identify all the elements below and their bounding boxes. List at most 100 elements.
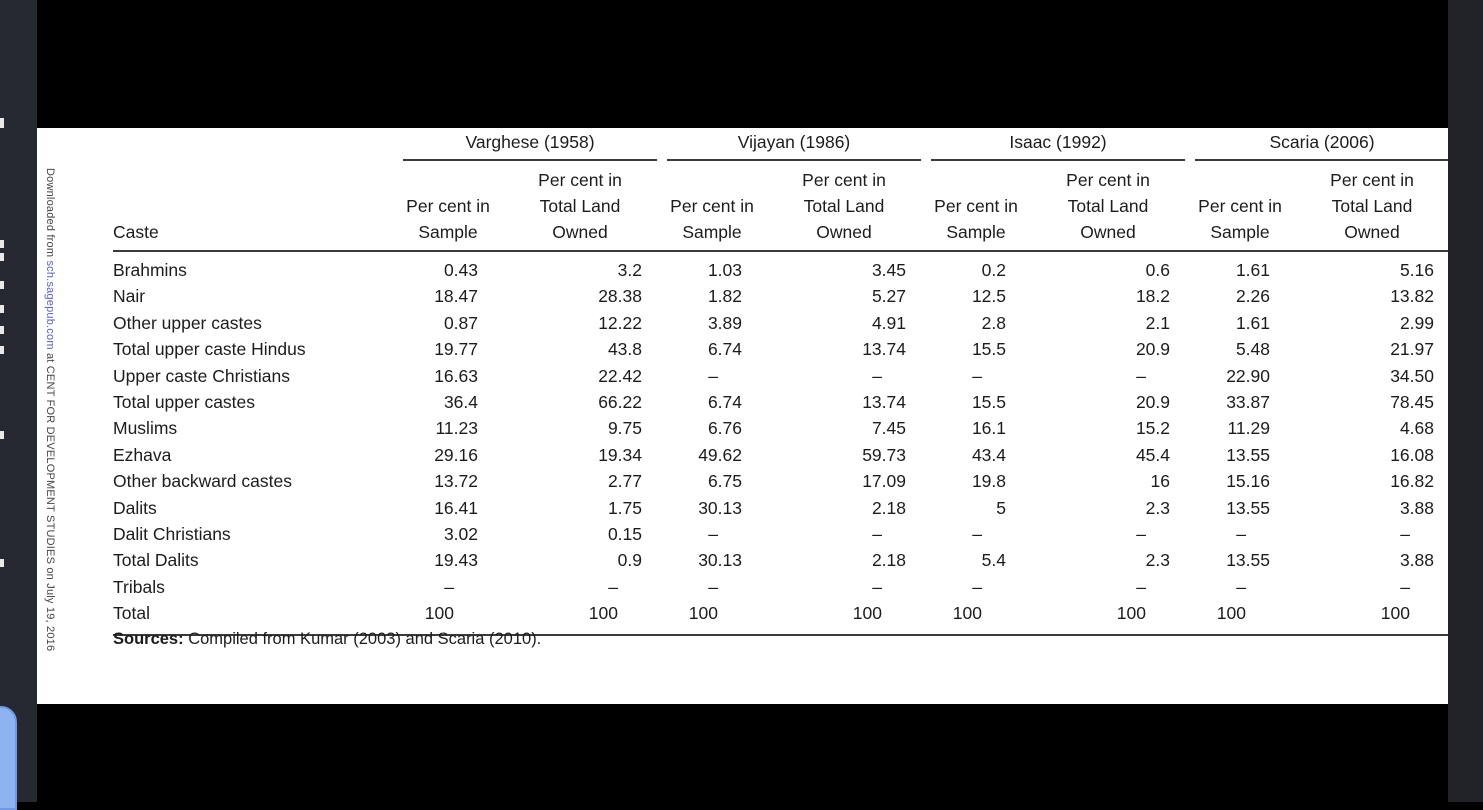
value-cell: 3.88 (1399, 497, 1434, 518)
edge-artifact (0, 253, 4, 261)
value-cell: 100 (1190, 600, 1290, 636)
value-cell: 2.3 (1145, 550, 1170, 571)
download-watermark: Downloaded from sch.sagepub.com at CENT … (43, 168, 56, 651)
table-row: Total 100 100 100 100 100 100 100 100 (113, 600, 1448, 636)
caste-cell: Nair (113, 286, 146, 307)
edge-artifact (0, 305, 4, 313)
value-cell: 16.08 (1390, 444, 1434, 465)
value-cell: – (972, 576, 982, 597)
col-header-sample: Per cent in Sample (1190, 161, 1290, 252)
table-row: Muslims 11.23 9.75 6.76 7.45 16.1 15.2 11.29 4.6… (113, 415, 1448, 441)
value-cell: 22.90 (1226, 365, 1270, 386)
value-cell: 6.75 (707, 471, 742, 492)
value-cell: 100 (762, 600, 926, 636)
value-cell: 4.91 (871, 312, 906, 333)
watermark-suffix: at CENT FOR DEVELOPMENT STUDIES on July … (44, 349, 56, 652)
value-cell: 100 (662, 600, 762, 636)
value-cell: 0.43 (443, 260, 478, 280)
value-cell: – (872, 524, 882, 545)
value-cell: 4.68 (1399, 418, 1434, 439)
value-cell: 100 (1026, 600, 1190, 636)
table-row: Brahmins 0.43 3.2 1.03 3.45 0.2 0.6 1.61 5.16 (113, 251, 1448, 283)
value-cell: 13.74 (862, 392, 906, 413)
value-cell: – (1136, 576, 1146, 597)
study-group-header: Isaac (1992) (926, 130, 1190, 161)
edge-artifact (0, 326, 4, 334)
value-cell: – (608, 576, 618, 597)
value-cell: 21.97 (1390, 339, 1434, 360)
sources-text: Compiled from Kumar (2003) and Scaria (2… (183, 630, 542, 648)
value-cell: – (1236, 524, 1246, 545)
value-cell: 3.88 (1399, 550, 1434, 571)
edge-artifact (0, 346, 4, 354)
col-header-land: Per cent in Total Land Owned (1026, 161, 1190, 252)
value-cell: 0.87 (443, 312, 478, 333)
value-cell: – (444, 576, 454, 597)
window-left-strip (0, 0, 37, 802)
value-cell: 33.87 (1226, 392, 1270, 413)
value-cell: 1.82 (707, 286, 742, 307)
value-cell: 0.6 (1145, 260, 1170, 280)
table-row: Total upper caste Hindus 19.77 43.8 6.74 13.… (113, 336, 1448, 362)
value-cell: 16.82 (1390, 471, 1434, 492)
value-cell: 5 (996, 497, 1006, 518)
value-cell: 43.8 (607, 339, 642, 360)
value-cell: 12.5 (971, 286, 1006, 307)
value-cell: 19.34 (598, 444, 642, 465)
value-cell: – (1236, 576, 1246, 597)
value-cell: 19.77 (434, 339, 478, 360)
caste-cell: Total upper castes (113, 392, 256, 413)
value-cell: 13.72 (434, 471, 478, 492)
table-row: Ezhava 29.16 19.34 49.62 59.73 43.4 45.4 13.55 1… (113, 442, 1448, 468)
value-cell: 1.61 (1235, 312, 1270, 333)
value-cell: 2.18 (871, 550, 906, 571)
value-cell: – (872, 576, 882, 597)
sources-note: Sources: Compiled from Kumar (2003) and … (113, 630, 541, 649)
value-cell: 16.41 (434, 497, 478, 518)
caste-cell: Ezhava (113, 444, 172, 465)
value-cell: 2.1 (1145, 312, 1170, 333)
caste-cell: Other upper castes (113, 312, 262, 333)
value-cell: 7.45 (871, 418, 906, 439)
col-header-sample: Per cent in Sample (926, 161, 1026, 252)
corner-cell (113, 130, 398, 161)
value-cell: – (708, 576, 718, 597)
table-row: Dalit Christians 3.02 0.15 – – – – – – (113, 521, 1448, 547)
corner-button-fragment[interactable] (0, 706, 17, 810)
caste-column-header: Caste (113, 161, 398, 252)
value-cell: – (708, 365, 718, 386)
value-cell: 5.27 (871, 286, 906, 307)
value-cell: 13.55 (1226, 444, 1270, 465)
value-cell: 3.02 (443, 524, 478, 545)
value-cell: 3.45 (871, 260, 906, 280)
value-cell: 3.2 (617, 260, 642, 280)
value-cell: 5.16 (1399, 260, 1434, 280)
value-cell: 45.4 (1135, 444, 1170, 465)
table-row: Total Dalits 19.43 0.9 30.13 2.18 5.4 2.3 13.55… (113, 547, 1448, 573)
col-header-sample: Per cent in Sample (398, 161, 498, 252)
value-cell: 5.48 (1235, 339, 1270, 360)
value-cell: 2.3 (1145, 497, 1170, 518)
caste-cell: Total (113, 600, 398, 636)
value-cell: – (1400, 524, 1410, 545)
col-header-land: Per cent in Total Land Owned (1290, 161, 1448, 252)
table-row: Other backward castes 13.72 2.77 6.75 17.09 1… (113, 468, 1448, 494)
edge-artifact (0, 118, 4, 128)
value-cell: 16.1 (971, 418, 1006, 439)
caste-cell: Muslims (113, 418, 178, 439)
value-cell: 100 (398, 600, 498, 636)
value-cell: 13.55 (1226, 497, 1270, 518)
value-cell: 20.9 (1135, 392, 1170, 413)
value-cell: 19.43 (434, 550, 478, 571)
value-cell: 34.50 (1390, 365, 1434, 386)
sagepub-link[interactable]: sch.sagepub.com (44, 260, 56, 350)
value-cell: 2.77 (607, 471, 642, 492)
table-row: Nair 18.47 28.38 1.82 5.27 12.5 18.2 2.26 13.82 (113, 283, 1448, 309)
value-cell: 66.22 (598, 392, 642, 413)
value-cell: 36.4 (443, 392, 478, 413)
table-row: Dalits 16.41 1.75 30.13 2.18 5 2.3 13.55 3.88 (113, 495, 1448, 521)
value-cell: 100 (926, 600, 1026, 636)
value-cell: 30.13 (698, 497, 742, 518)
value-cell: 13.74 (862, 339, 906, 360)
col-header-land: Per cent in Total Land Owned (498, 161, 662, 252)
